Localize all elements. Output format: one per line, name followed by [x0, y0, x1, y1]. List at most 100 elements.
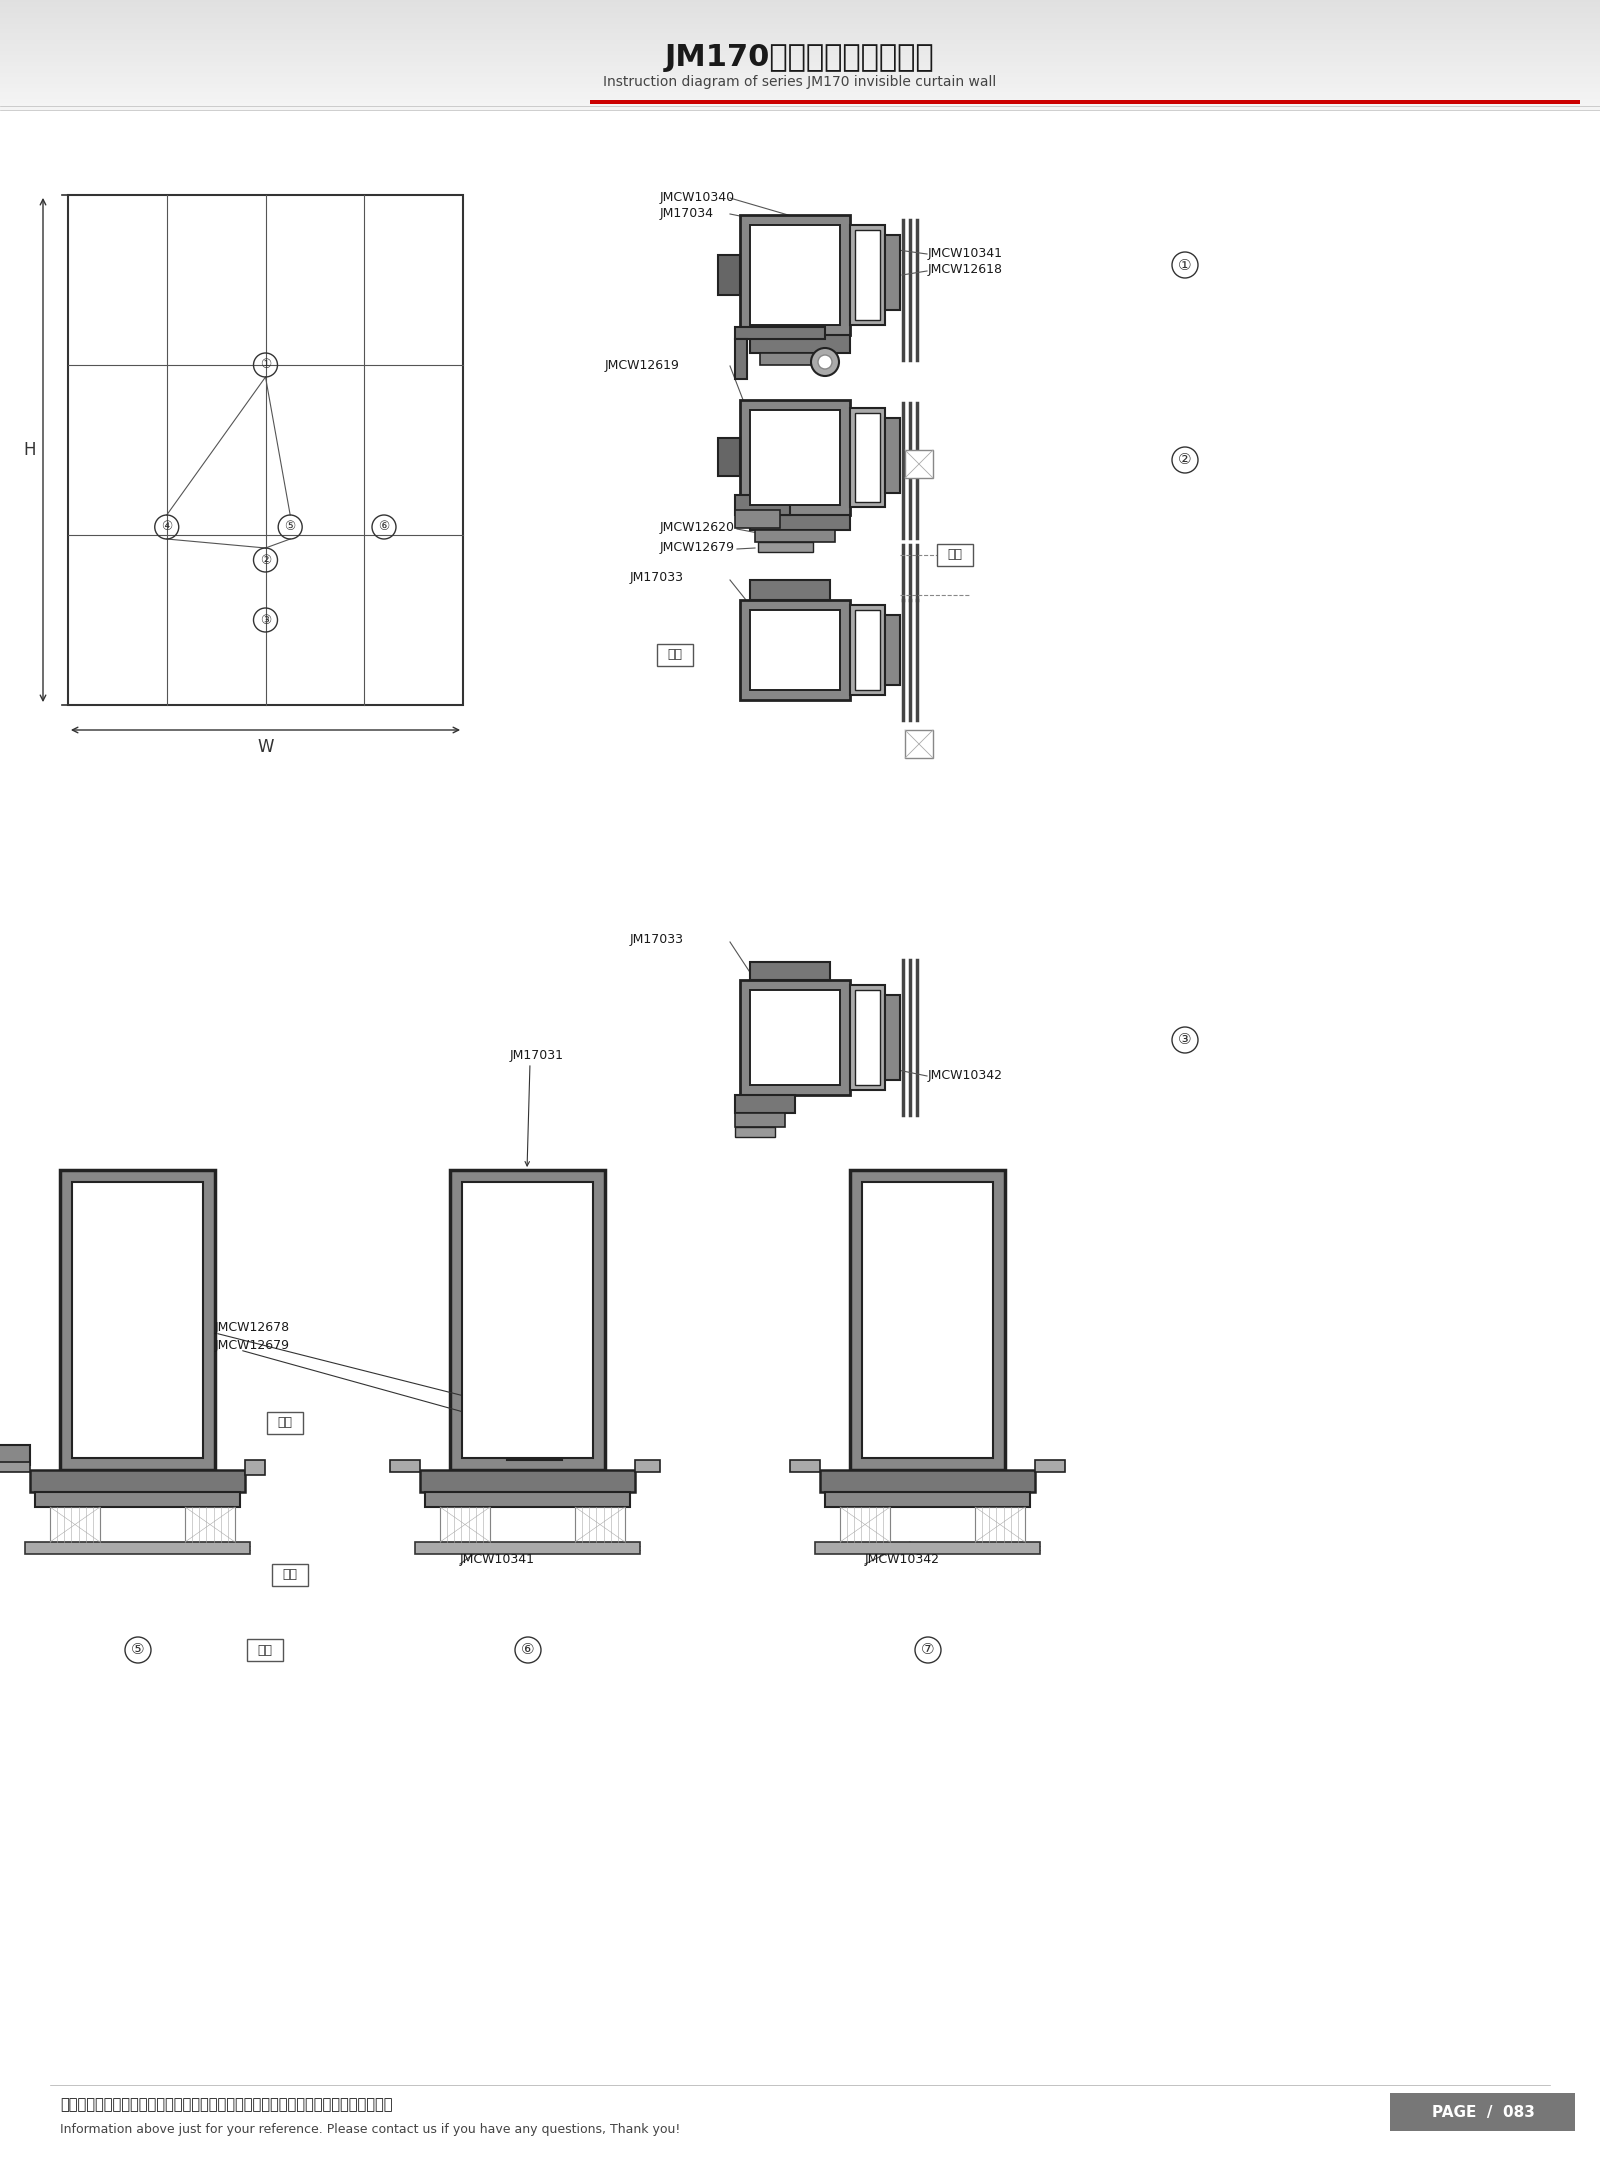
- Bar: [0, 24, 1600, 26]
- Text: ④: ④: [162, 521, 173, 534]
- Bar: [734, 1126, 774, 1137]
- Text: ⑦: ⑦: [922, 1643, 934, 1658]
- Bar: [0, 63, 1600, 65]
- Bar: [819, 1469, 1035, 1493]
- Bar: [734, 339, 747, 380]
- Bar: [0, 67, 1600, 69]
- Bar: [35, 1493, 240, 1506]
- Bar: [0, 1463, 30, 1471]
- Bar: [1390, 2094, 1574, 2131]
- Bar: [450, 1170, 605, 1469]
- Bar: [0, 26, 1600, 28]
- Bar: [0, 59, 1600, 61]
- Bar: [862, 1183, 994, 1458]
- Bar: [739, 981, 850, 1096]
- Text: JMCW12679: JMCW12679: [661, 542, 734, 556]
- Bar: [814, 1543, 1040, 1554]
- Text: 图中所示型材截面、装配、编号、尺寸及重量仅供参考。如有疑问，请向本公司查询。: 图中所示型材截面、装配、编号、尺寸及重量仅供参考。如有疑问，请向本公司查询。: [61, 2098, 392, 2114]
- Bar: [0, 39, 1600, 41]
- Circle shape: [811, 347, 838, 375]
- Bar: [0, 15, 1600, 17]
- Bar: [938, 545, 973, 566]
- Bar: [0, 28, 1600, 30]
- Bar: [739, 599, 850, 701]
- Bar: [750, 961, 830, 981]
- Bar: [390, 1460, 419, 1471]
- Text: JMCW12678: JMCW12678: [214, 1322, 290, 1335]
- Bar: [718, 438, 739, 475]
- Bar: [0, 4, 1600, 7]
- Bar: [885, 614, 899, 686]
- Bar: [0, 108, 1600, 111]
- Bar: [0, 7, 1600, 9]
- Bar: [0, 33, 1600, 35]
- Bar: [974, 1506, 1026, 1543]
- Bar: [840, 1506, 890, 1543]
- Bar: [245, 1460, 266, 1476]
- Bar: [590, 100, 1581, 104]
- Bar: [419, 1469, 635, 1493]
- Bar: [0, 95, 1600, 98]
- Bar: [0, 74, 1600, 76]
- Bar: [0, 100, 1600, 102]
- Text: JMCW12618: JMCW12618: [928, 263, 1003, 276]
- Bar: [854, 230, 880, 319]
- Text: JM17031: JM17031: [510, 1048, 563, 1061]
- Bar: [0, 35, 1600, 37]
- Text: JM17033: JM17033: [630, 571, 685, 584]
- Bar: [0, 41, 1600, 43]
- Bar: [0, 37, 1600, 39]
- Bar: [517, 1419, 552, 1443]
- Bar: [850, 605, 885, 694]
- Text: JM170系列隐框幕墙结构图: JM170系列隐框幕墙结构图: [666, 43, 934, 72]
- Bar: [760, 354, 830, 365]
- Bar: [426, 1493, 630, 1506]
- Bar: [72, 1183, 203, 1458]
- Bar: [0, 9, 1600, 11]
- Bar: [854, 990, 880, 1085]
- Bar: [0, 91, 1600, 93]
- Bar: [850, 985, 885, 1089]
- Bar: [850, 408, 885, 508]
- Bar: [0, 13, 1600, 15]
- Bar: [0, 56, 1600, 59]
- Bar: [0, 93, 1600, 95]
- Bar: [0, 22, 1600, 24]
- Bar: [750, 334, 850, 354]
- Bar: [0, 17, 1600, 20]
- Bar: [906, 729, 933, 757]
- Bar: [0, 11, 1600, 13]
- Bar: [26, 1543, 250, 1554]
- Bar: [635, 1460, 661, 1471]
- Text: W: W: [258, 738, 274, 755]
- Bar: [574, 1506, 626, 1543]
- Bar: [0, 72, 1600, 74]
- Text: ①: ①: [1178, 258, 1192, 273]
- Bar: [750, 226, 840, 326]
- Bar: [0, 0, 1600, 2]
- Bar: [734, 495, 790, 514]
- Bar: [186, 1506, 235, 1543]
- Text: JMCW10341: JMCW10341: [461, 1554, 534, 1567]
- Bar: [755, 529, 835, 542]
- Bar: [0, 87, 1600, 89]
- Bar: [906, 449, 933, 477]
- Text: ②: ②: [259, 553, 270, 566]
- Bar: [0, 82, 1600, 85]
- Bar: [272, 1565, 307, 1586]
- Bar: [0, 98, 1600, 100]
- Text: 室内: 室内: [667, 649, 683, 662]
- Bar: [0, 50, 1600, 52]
- Bar: [0, 76, 1600, 78]
- Text: JM17033: JM17033: [630, 933, 685, 946]
- Bar: [750, 990, 840, 1085]
- Text: 室内: 室内: [277, 1417, 293, 1430]
- Text: ⑥: ⑥: [522, 1643, 534, 1658]
- Bar: [507, 1441, 562, 1460]
- Text: JM17034: JM17034: [661, 206, 714, 219]
- Text: JMCW10342: JMCW10342: [866, 1554, 941, 1567]
- Bar: [0, 69, 1600, 72]
- Bar: [30, 1469, 245, 1493]
- Bar: [1035, 1460, 1066, 1471]
- Bar: [734, 510, 781, 527]
